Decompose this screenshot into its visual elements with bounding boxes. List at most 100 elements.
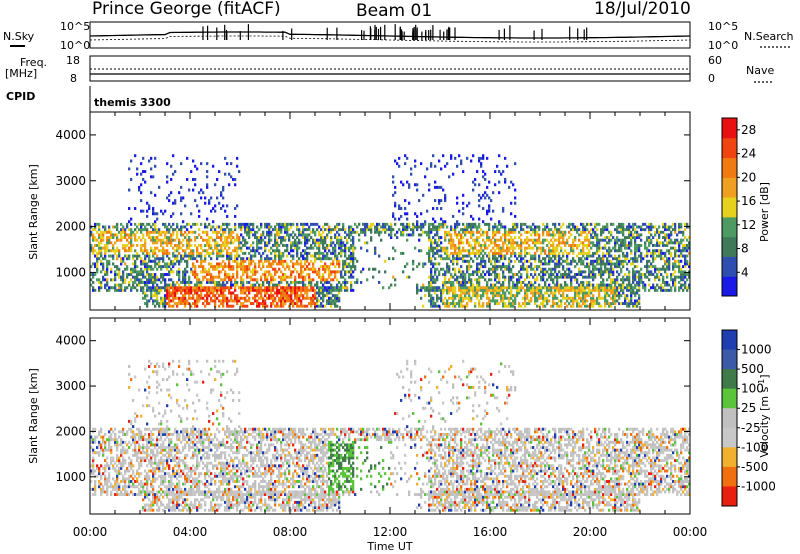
heatmap-cell (288, 233, 291, 237)
heatmap-cell (296, 304, 299, 308)
heatmap-cell (310, 236, 313, 240)
heatmap-cell (572, 296, 575, 300)
heatmap-cell (478, 286, 481, 290)
heatmap-cell (550, 244, 553, 247)
heatmap-cell (566, 262, 569, 266)
heatmap-cell (476, 288, 479, 292)
heatmap-cell (184, 286, 187, 290)
heatmap-cell (180, 299, 183, 303)
heatmap-cell (116, 283, 119, 287)
heatmap-cell (278, 283, 281, 287)
heatmap-cell (490, 288, 493, 292)
heatmap-cell (620, 262, 623, 266)
heatmap-cell (464, 286, 467, 290)
heatmap-cell (360, 228, 363, 232)
heatmap-cell (562, 294, 565, 298)
heatmap-cell (176, 230, 179, 234)
heatmap-cell (170, 291, 173, 295)
heatmap-cell (92, 286, 95, 290)
heatmap-cell (616, 265, 619, 269)
heatmap-cell (408, 225, 411, 229)
heatmap-cell (100, 262, 103, 266)
heatmap-cell (420, 296, 423, 300)
heatmap-cell (290, 288, 293, 292)
heatmap-cell (568, 288, 571, 292)
heatmap-cell (262, 299, 265, 303)
heatmap-cell (464, 291, 467, 295)
heatmap-cell (424, 294, 427, 298)
heatmap-cell (574, 236, 577, 240)
heatmap-cell (384, 225, 387, 229)
heatmap-cell (302, 236, 305, 240)
heatmap-cell (168, 291, 171, 295)
heatmap-cell (538, 273, 541, 276)
heatmap-cell (208, 302, 211, 306)
heatmap-cell (430, 283, 433, 287)
heatmap-cell (546, 302, 549, 306)
heatmap-cell (476, 294, 479, 298)
heatmap-cell (178, 283, 181, 287)
heatmap-cell (476, 249, 479, 253)
heatmap-cell (616, 259, 619, 263)
heatmap-cell (320, 288, 323, 292)
heatmap-cell (620, 259, 623, 263)
heatmap-cell (476, 262, 479, 266)
heatmap-cell (502, 304, 505, 308)
heatmap-cell (456, 278, 459, 282)
heatmap-cell (494, 267, 497, 271)
heatmap-cell (630, 291, 633, 295)
heatmap-cell (566, 275, 569, 279)
heatmap-cell (544, 225, 547, 229)
heatmap-cell (480, 275, 483, 279)
heatmap-cell (102, 236, 105, 240)
heatmap-cell (518, 291, 521, 295)
heatmap-cell (296, 302, 299, 306)
heatmap-cell (192, 178, 195, 181)
heatmap-cell (458, 283, 461, 287)
heatmap-cell (198, 209, 201, 213)
heatmap-cell (170, 238, 173, 242)
heatmap-cell (334, 233, 337, 237)
heatmap-cell (158, 262, 161, 266)
heatmap-cell (462, 246, 465, 250)
heatmap-cell (432, 288, 435, 292)
heatmap-cell (300, 304, 303, 308)
heatmap-cell (102, 225, 105, 229)
heatmap-cell (562, 222, 565, 226)
heatmap-cell (426, 167, 429, 171)
heatmap-cell (520, 228, 523, 232)
heatmap-cell (450, 238, 453, 242)
heatmap-cell (626, 244, 629, 247)
heatmap-cell (106, 273, 109, 276)
heatmap-cell (460, 228, 463, 232)
heatmap-cell (220, 193, 223, 197)
heatmap-cell (504, 291, 507, 295)
heatmap-cell (572, 288, 575, 292)
heatmap-cell (368, 267, 371, 271)
heatmap-cell (618, 302, 621, 306)
heatmap-cell (246, 241, 249, 245)
heatmap-cell (288, 267, 291, 271)
heatmap-cell (180, 296, 183, 300)
heatmap-cell (202, 249, 205, 253)
heatmap-cell (534, 257, 537, 261)
heatmap-cell (590, 304, 593, 308)
heatmap-cell (168, 278, 171, 282)
heatmap-cell (286, 246, 289, 250)
heatmap-cell (204, 294, 207, 298)
heatmap-cell (172, 222, 175, 226)
heatmap-cell (544, 299, 547, 303)
heatmap-cell (330, 283, 333, 287)
heatmap-cell (146, 288, 149, 292)
heatmap-cell (168, 257, 171, 261)
heatmap-cell (90, 249, 93, 253)
heatmap-cell (370, 225, 373, 229)
heatmap-cell (234, 254, 237, 258)
heatmap-cell (158, 278, 161, 282)
heatmap-cell (128, 283, 131, 287)
heatmap-cell (566, 286, 569, 290)
heatmap-cell (182, 244, 185, 247)
heatmap-cell (482, 275, 485, 279)
heatmap-cell (196, 291, 199, 295)
heatmap-cell (554, 294, 557, 298)
